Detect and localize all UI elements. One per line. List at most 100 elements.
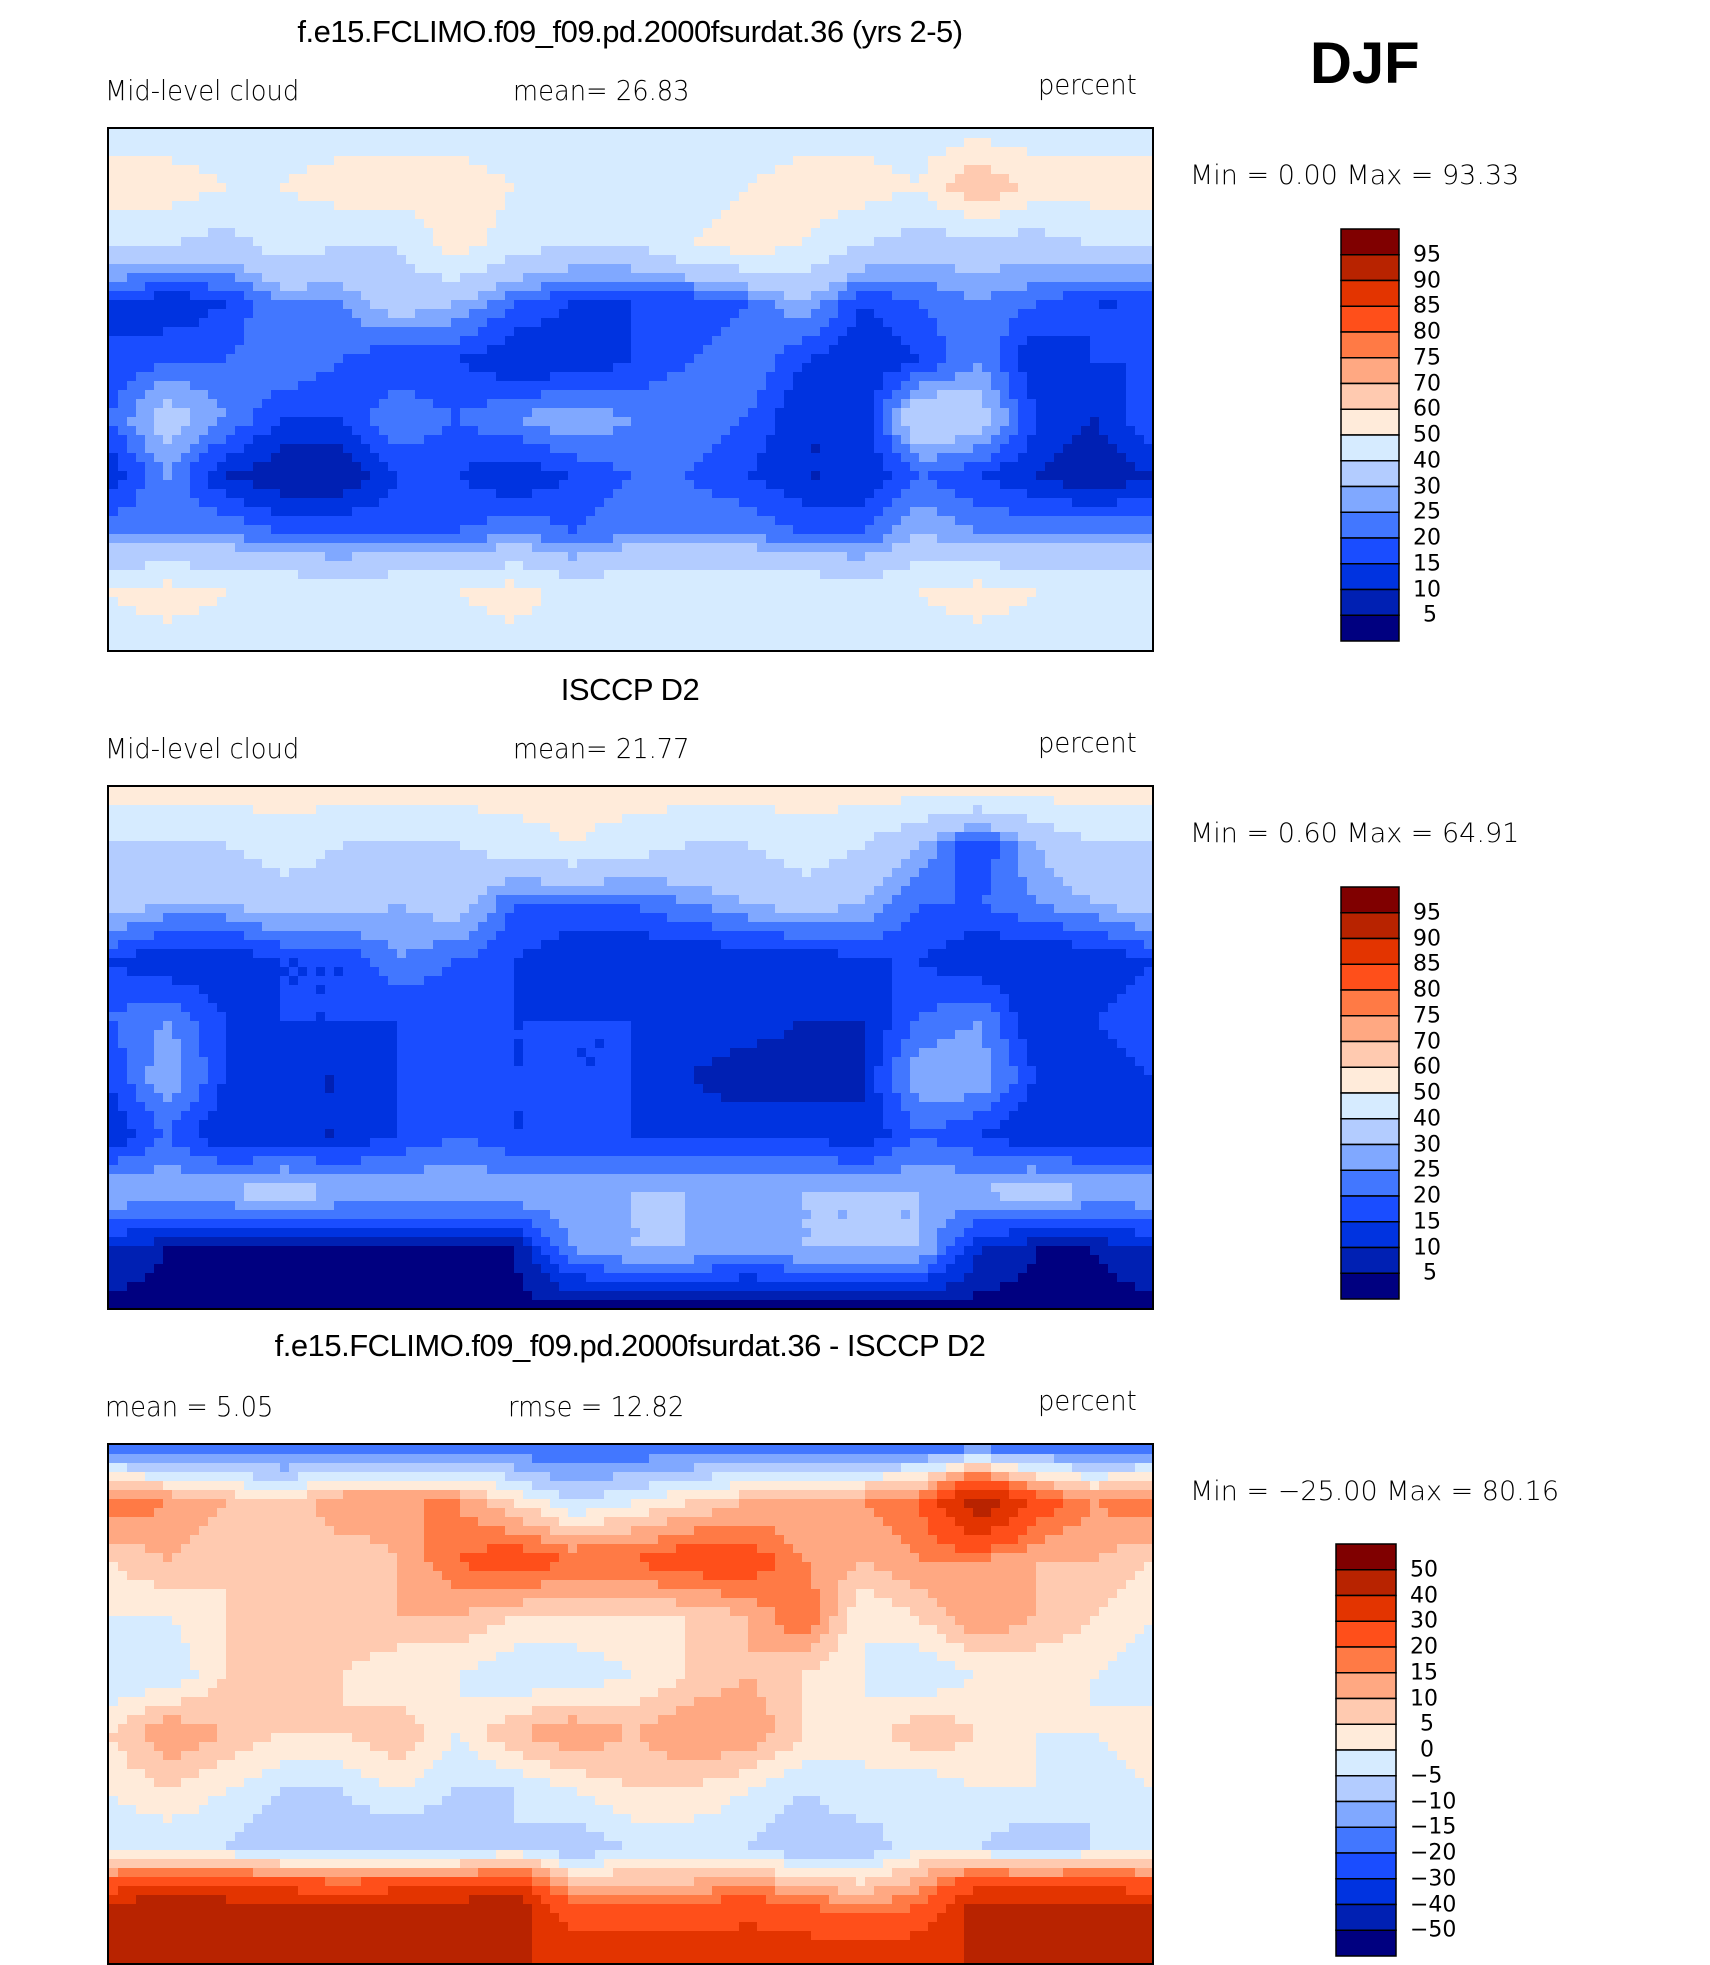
heatmap-cell	[685, 498, 695, 508]
heatmap-cell	[910, 291, 920, 301]
heatmap-cell	[136, 345, 146, 355]
heatmap-cell	[1045, 390, 1055, 400]
heatmap-cell	[127, 192, 137, 202]
heatmap-cell	[928, 237, 938, 247]
heatmap-cell	[289, 138, 299, 148]
heatmap-cell	[847, 309, 857, 319]
heatmap-cell	[370, 327, 380, 337]
heatmap-cell	[622, 417, 632, 427]
heatmap-cell	[1054, 273, 1064, 283]
heatmap-cell	[874, 507, 884, 517]
heatmap-cell	[433, 183, 443, 193]
heatmap-cell	[154, 498, 164, 508]
heatmap-cell	[766, 444, 776, 454]
heatmap-cell	[487, 183, 497, 193]
heatmap-cell	[289, 435, 299, 445]
heatmap-cell	[577, 327, 587, 337]
heatmap-cell	[217, 138, 227, 148]
heatmap-cell	[505, 336, 515, 346]
heatmap-cell	[136, 156, 146, 166]
heatmap-cell	[703, 507, 713, 517]
heatmap-cell	[775, 480, 785, 490]
heatmap-cell	[811, 183, 821, 193]
heatmap-cell	[1108, 390, 1118, 400]
heatmap-cell	[280, 156, 290, 166]
heatmap-cell	[829, 453, 839, 463]
heatmap-cell	[937, 489, 947, 499]
heatmap-cell	[739, 345, 749, 355]
heatmap-cell	[829, 129, 839, 139]
heatmap-cell	[1090, 462, 1100, 472]
heatmap-cell	[1081, 318, 1091, 328]
heatmap-cell	[784, 381, 794, 391]
heatmap-cell	[982, 282, 992, 292]
heatmap-cell	[604, 174, 614, 184]
heatmap-cell	[595, 201, 605, 211]
heatmap-cell	[892, 327, 902, 337]
heatmap-cell	[208, 147, 218, 157]
heatmap-cell	[928, 264, 938, 274]
heatmap-cell	[721, 318, 731, 328]
heatmap-cell	[460, 444, 470, 454]
heatmap-cell	[739, 471, 749, 481]
heatmap-cell	[1036, 219, 1046, 229]
heatmap-cell	[838, 192, 848, 202]
heatmap-cell	[469, 201, 479, 211]
heatmap-cell	[1099, 390, 1109, 400]
heatmap-cell	[1036, 183, 1046, 193]
heatmap-cell	[487, 354, 497, 364]
heatmap-cell	[523, 354, 533, 364]
heatmap-cell	[793, 282, 803, 292]
heatmap-cell	[613, 453, 623, 463]
heatmap-cell	[523, 237, 533, 247]
heatmap-cell	[316, 498, 326, 508]
heatmap-cell	[883, 336, 893, 346]
heatmap-cell	[856, 228, 866, 238]
heatmap-cell	[955, 372, 965, 382]
heatmap-cell	[757, 282, 767, 292]
heatmap-cell	[838, 318, 848, 328]
heatmap-cell	[1027, 345, 1037, 355]
heatmap-cell	[136, 417, 146, 427]
heatmap-cell	[649, 489, 659, 499]
heatmap-cell	[325, 237, 335, 247]
heatmap-cell	[982, 264, 992, 274]
heatmap-cell	[235, 435, 245, 445]
heatmap-cell	[532, 300, 542, 310]
heatmap-cell	[298, 336, 308, 346]
heatmap-cell	[370, 147, 380, 157]
heatmap-cell	[784, 444, 794, 454]
heatmap-cell	[703, 462, 713, 472]
heatmap-cell	[190, 291, 200, 301]
heatmap-cell	[577, 282, 587, 292]
heatmap-cell	[793, 318, 803, 328]
heatmap-cell	[370, 372, 380, 382]
heatmap-cell	[1081, 498, 1091, 508]
heatmap-cell	[424, 507, 434, 517]
heatmap-cell	[388, 435, 398, 445]
heatmap-cell	[1144, 309, 1152, 319]
heatmap-cell	[253, 390, 263, 400]
heatmap-cell	[1126, 426, 1136, 436]
heatmap-cell	[739, 399, 749, 409]
heatmap-cell	[694, 336, 704, 346]
heatmap-cell	[442, 291, 452, 301]
heatmap-cell	[694, 246, 704, 256]
heatmap-cell	[478, 444, 488, 454]
heatmap-cell	[136, 480, 146, 490]
heatmap-cell	[604, 417, 614, 427]
heatmap-cell	[370, 417, 380, 427]
heatmap-cell	[424, 453, 434, 463]
heatmap-cell	[406, 156, 416, 166]
heatmap-cell	[316, 246, 326, 256]
heatmap-cell	[982, 498, 992, 508]
heatmap-cell	[748, 408, 758, 418]
heatmap-cell	[253, 354, 263, 364]
heatmap-cell	[532, 327, 542, 337]
heatmap-cell	[442, 246, 452, 256]
heatmap-cell	[361, 246, 371, 256]
heatmap-cell	[721, 363, 731, 373]
heatmap-cell	[775, 228, 785, 238]
heatmap-cell	[550, 291, 560, 301]
heatmap-cell	[181, 444, 191, 454]
